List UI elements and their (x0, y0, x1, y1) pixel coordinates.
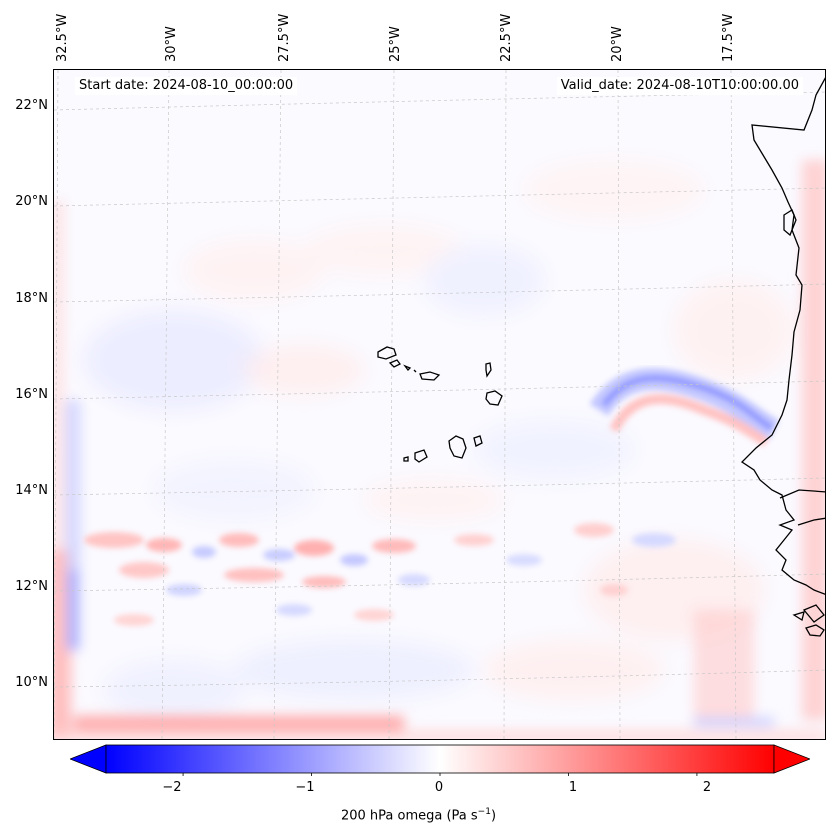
graticule (54, 70, 825, 739)
lon-label-30w: 30°W (164, 26, 179, 62)
african-coastline (740, 77, 825, 637)
lat-label-10n: 10°N (15, 675, 48, 690)
colorbar-gradient (105, 744, 775, 774)
lon-label-25w: 25°W (388, 26, 403, 62)
lat-label-14n: 14°N (15, 483, 48, 498)
colorbar-tick-label: 2 (702, 780, 712, 795)
colorbar-title-exponent: −1 (477, 807, 491, 817)
colorbar-tick-label: 0 (434, 780, 444, 795)
cape-verde-islands (377, 346, 503, 463)
colorbar-tick-label: −2 (162, 780, 182, 795)
lon-label-20w: 20°W (610, 26, 625, 62)
colorbar-title: 200 hPa omega (Pa s−1) (0, 807, 837, 823)
lat-label-20n: 20°N (15, 194, 48, 209)
weak-anomaly-patches (84, 160, 794, 720)
lon-label-32-5w: 32.5°W (55, 13, 70, 62)
lat-label-12n: 12°N (15, 579, 48, 594)
wave-feature (589, 367, 780, 447)
colorbar-tick-marks (182, 773, 698, 776)
colorbar-title-close: ) (490, 808, 497, 824)
lon-label-27-5w: 27.5°W (277, 13, 292, 62)
lon-label-17-5w: 17.5°W (721, 13, 736, 62)
convective-band-12n (84, 523, 676, 626)
valid-date-label: Valid_date: 2024-08-10T10:00:00.00 (556, 77, 803, 95)
boundary-artefacts (54, 160, 825, 739)
start-date-label: Start date: 2024-08-10_00:00:00 (75, 77, 298, 95)
colorbar-tick-label: 1 (568, 780, 578, 795)
lat-label-22n: 22°N (15, 98, 48, 113)
lat-label-18n: 18°N (15, 291, 48, 306)
omega-field-map (54, 70, 825, 739)
colorbar-title-main: 200 hPa omega (Pa s (340, 808, 478, 824)
lat-label-16n: 16°N (15, 387, 48, 402)
colorbar-tick-label: −1 (295, 780, 315, 795)
colorbar-extend-min (70, 744, 107, 774)
colorbar (70, 744, 810, 776)
map-panel[interactable] (53, 69, 826, 740)
colorbar-extend-max (773, 744, 810, 774)
lon-label-22-5w: 22.5°W (499, 13, 514, 62)
